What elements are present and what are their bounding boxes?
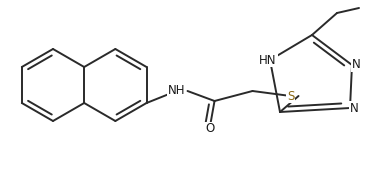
Text: N: N [350, 102, 358, 115]
Text: HN: HN [259, 54, 277, 67]
Text: S: S [287, 90, 294, 102]
Text: NH: NH [168, 84, 185, 98]
Text: N: N [352, 58, 360, 71]
Text: O: O [205, 122, 214, 136]
